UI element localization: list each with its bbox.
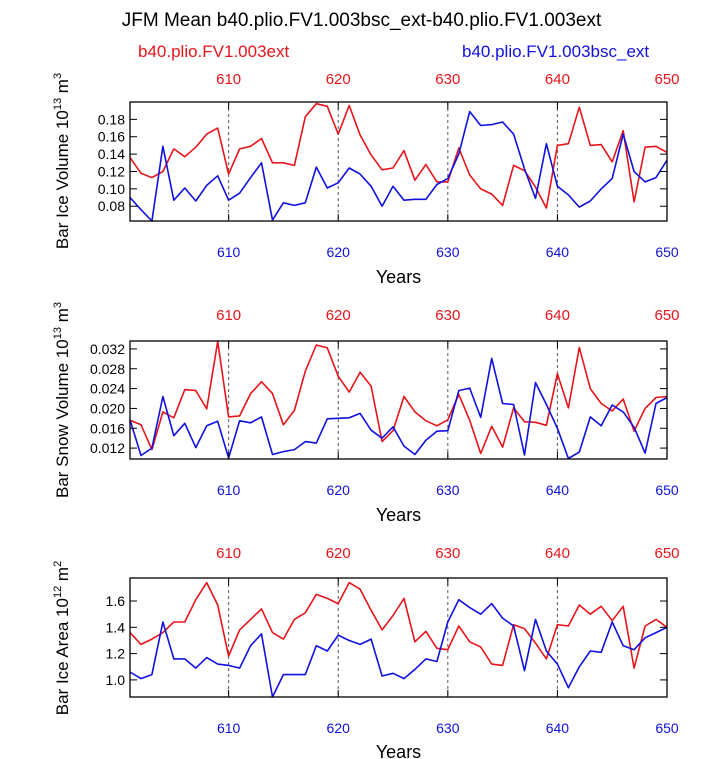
y-axis-label: Bar Ice Volume 1013 m3: [52, 73, 72, 249]
series-line-red: [129, 581, 668, 669]
xtick-label-bottom: 640: [546, 720, 570, 736]
series-line-red: [129, 340, 668, 455]
legend-red-label: b40.plio.FV1.003ext: [138, 42, 290, 61]
y-axis-label: Bar Snow Volume 1013 m3: [52, 302, 72, 498]
ytick-label: 1.6: [106, 593, 126, 609]
chart-2: 0.012 0.016 0.020 0.024 0.028 0.032 610 610 620 6…: [52, 302, 680, 525]
ytick-label: 0.016: [90, 420, 125, 436]
ytick-label: 0.08: [98, 198, 125, 214]
xtick-label-top: 630: [435, 71, 460, 88]
ytick-label: 0.10: [98, 181, 125, 197]
ytick-label: 1.0: [106, 672, 126, 688]
x-axis-label: Years: [376, 267, 421, 287]
xtick-label-bottom: 630: [436, 482, 460, 498]
ytick-label: 0.020: [90, 400, 125, 416]
xtick-label-bottom: 640: [546, 244, 570, 260]
xtick-label-bottom: 620: [327, 720, 351, 736]
series-line-blue: [129, 110, 668, 222]
x-axis-label: Years: [376, 742, 421, 759]
xtick-label-top: 640: [545, 545, 570, 562]
ytick-label: 0.16: [98, 129, 125, 145]
y-axis-label: Bar Ice Area 1012 m2: [52, 561, 72, 715]
xtick-label-top: 650: [654, 307, 679, 324]
xtick-label-top: 620: [326, 545, 351, 562]
ytick-label: 1.2: [106, 646, 126, 662]
chart-1: 0.080.10 0.120.140.16 0.18 610 610 620 620 630 6…: [52, 71, 680, 287]
xtick-label-top: 620: [326, 307, 351, 324]
xtick-label-bottom: 640: [546, 482, 570, 498]
ytick-label: 0.028: [90, 361, 125, 377]
xtick-label-bottom: 610: [217, 244, 241, 260]
series-line-blue: [129, 357, 668, 460]
xtick-label-top: 610: [216, 71, 241, 88]
xtick-label-top: 640: [545, 307, 570, 324]
ytick-label: 0.024: [90, 381, 125, 397]
xtick-label-top: 630: [435, 545, 460, 562]
plot-frame: [129, 340, 668, 460]
xtick-label-top: 650: [654, 71, 679, 88]
ytick-label: 0.14: [98, 146, 125, 162]
series-line-blue: [129, 598, 668, 698]
plot-frame: [129, 577, 668, 698]
xtick-label-bottom: 650: [655, 720, 679, 736]
ytick-label: 0.12: [98, 163, 125, 179]
plot-frame: [129, 101, 668, 222]
xtick-label-bottom: 620: [327, 482, 351, 498]
ytick-label: 0.012: [90, 440, 125, 456]
x-axis-label: Years: [376, 505, 421, 525]
xtick-label-bottom: 610: [217, 482, 241, 498]
xtick-label-bottom: 650: [655, 244, 679, 260]
xtick-label-top: 610: [216, 545, 241, 562]
xtick-label-top: 620: [326, 71, 351, 88]
xtick-label-top: 610: [216, 307, 241, 324]
legend-blue-label: b40.plio.FV1.003bsc_ext: [462, 42, 650, 61]
xtick-label-bottom: 650: [655, 482, 679, 498]
xtick-label-bottom: 620: [327, 244, 351, 260]
xtick-label-bottom: 630: [436, 244, 460, 260]
series-line-red: [129, 102, 668, 209]
figure-title: JFM Mean b40.plio.FV1.003bsc_ext-b40.pli…: [121, 10, 602, 31]
ytick-label: 1.4: [106, 619, 126, 635]
ytick-label: 0.032: [90, 341, 125, 357]
xtick-label-top: 650: [654, 545, 679, 562]
xtick-label-bottom: 630: [436, 720, 460, 736]
ytick-label: 0.18: [98, 111, 125, 127]
xtick-label-top: 630: [435, 307, 460, 324]
xtick-label-top: 640: [545, 71, 570, 88]
xtick-label-bottom: 610: [217, 720, 241, 736]
chart-3: 1.0 1.2 1.4 1.6 610 610 620 620 630 630 640 640 650 6…: [52, 545, 680, 759]
